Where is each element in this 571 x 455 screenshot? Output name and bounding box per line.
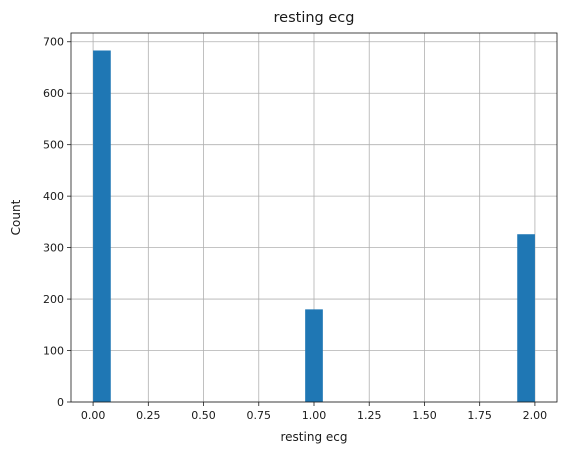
histogram-bar bbox=[517, 234, 535, 402]
y-tick-label: 100 bbox=[43, 345, 64, 358]
x-axis-ticks: 0.00 0.25 0.50 0.75 1.00 1.25 1.50 1.75 2.00 bbox=[81, 402, 547, 422]
x-tick-label: 0.25 bbox=[136, 409, 161, 422]
x-tick-label: 0.75 bbox=[247, 409, 272, 422]
x-tick-label: 2.00 bbox=[523, 409, 548, 422]
y-axis-ticks: 0 100 200 300 400 500 600 700 bbox=[43, 36, 71, 409]
y-tick-label: 500 bbox=[43, 139, 64, 152]
x-tick-label: 1.75 bbox=[467, 409, 492, 422]
grid-layer bbox=[71, 33, 557, 403]
y-tick-label: 200 bbox=[43, 293, 64, 306]
y-tick-label: 700 bbox=[43, 36, 64, 49]
x-tick-label: 1.00 bbox=[302, 409, 327, 422]
x-axis-label: resting ecg bbox=[281, 430, 348, 444]
x-tick-label: 0.00 bbox=[81, 409, 106, 422]
y-tick-label: 400 bbox=[43, 190, 64, 203]
x-tick-label: 1.50 bbox=[412, 409, 437, 422]
bars-layer bbox=[93, 50, 535, 402]
chart-title: resting ecg bbox=[274, 10, 355, 26]
histogram-bar bbox=[305, 309, 323, 402]
y-tick-label: 300 bbox=[43, 242, 64, 255]
y-tick-label: 0 bbox=[57, 396, 64, 409]
x-tick-label: 1.25 bbox=[357, 409, 382, 422]
y-tick-label: 600 bbox=[43, 87, 64, 100]
y-axis-label: Count bbox=[9, 199, 23, 235]
x-tick-label: 0.50 bbox=[191, 409, 216, 422]
histogram-bar bbox=[93, 50, 111, 402]
